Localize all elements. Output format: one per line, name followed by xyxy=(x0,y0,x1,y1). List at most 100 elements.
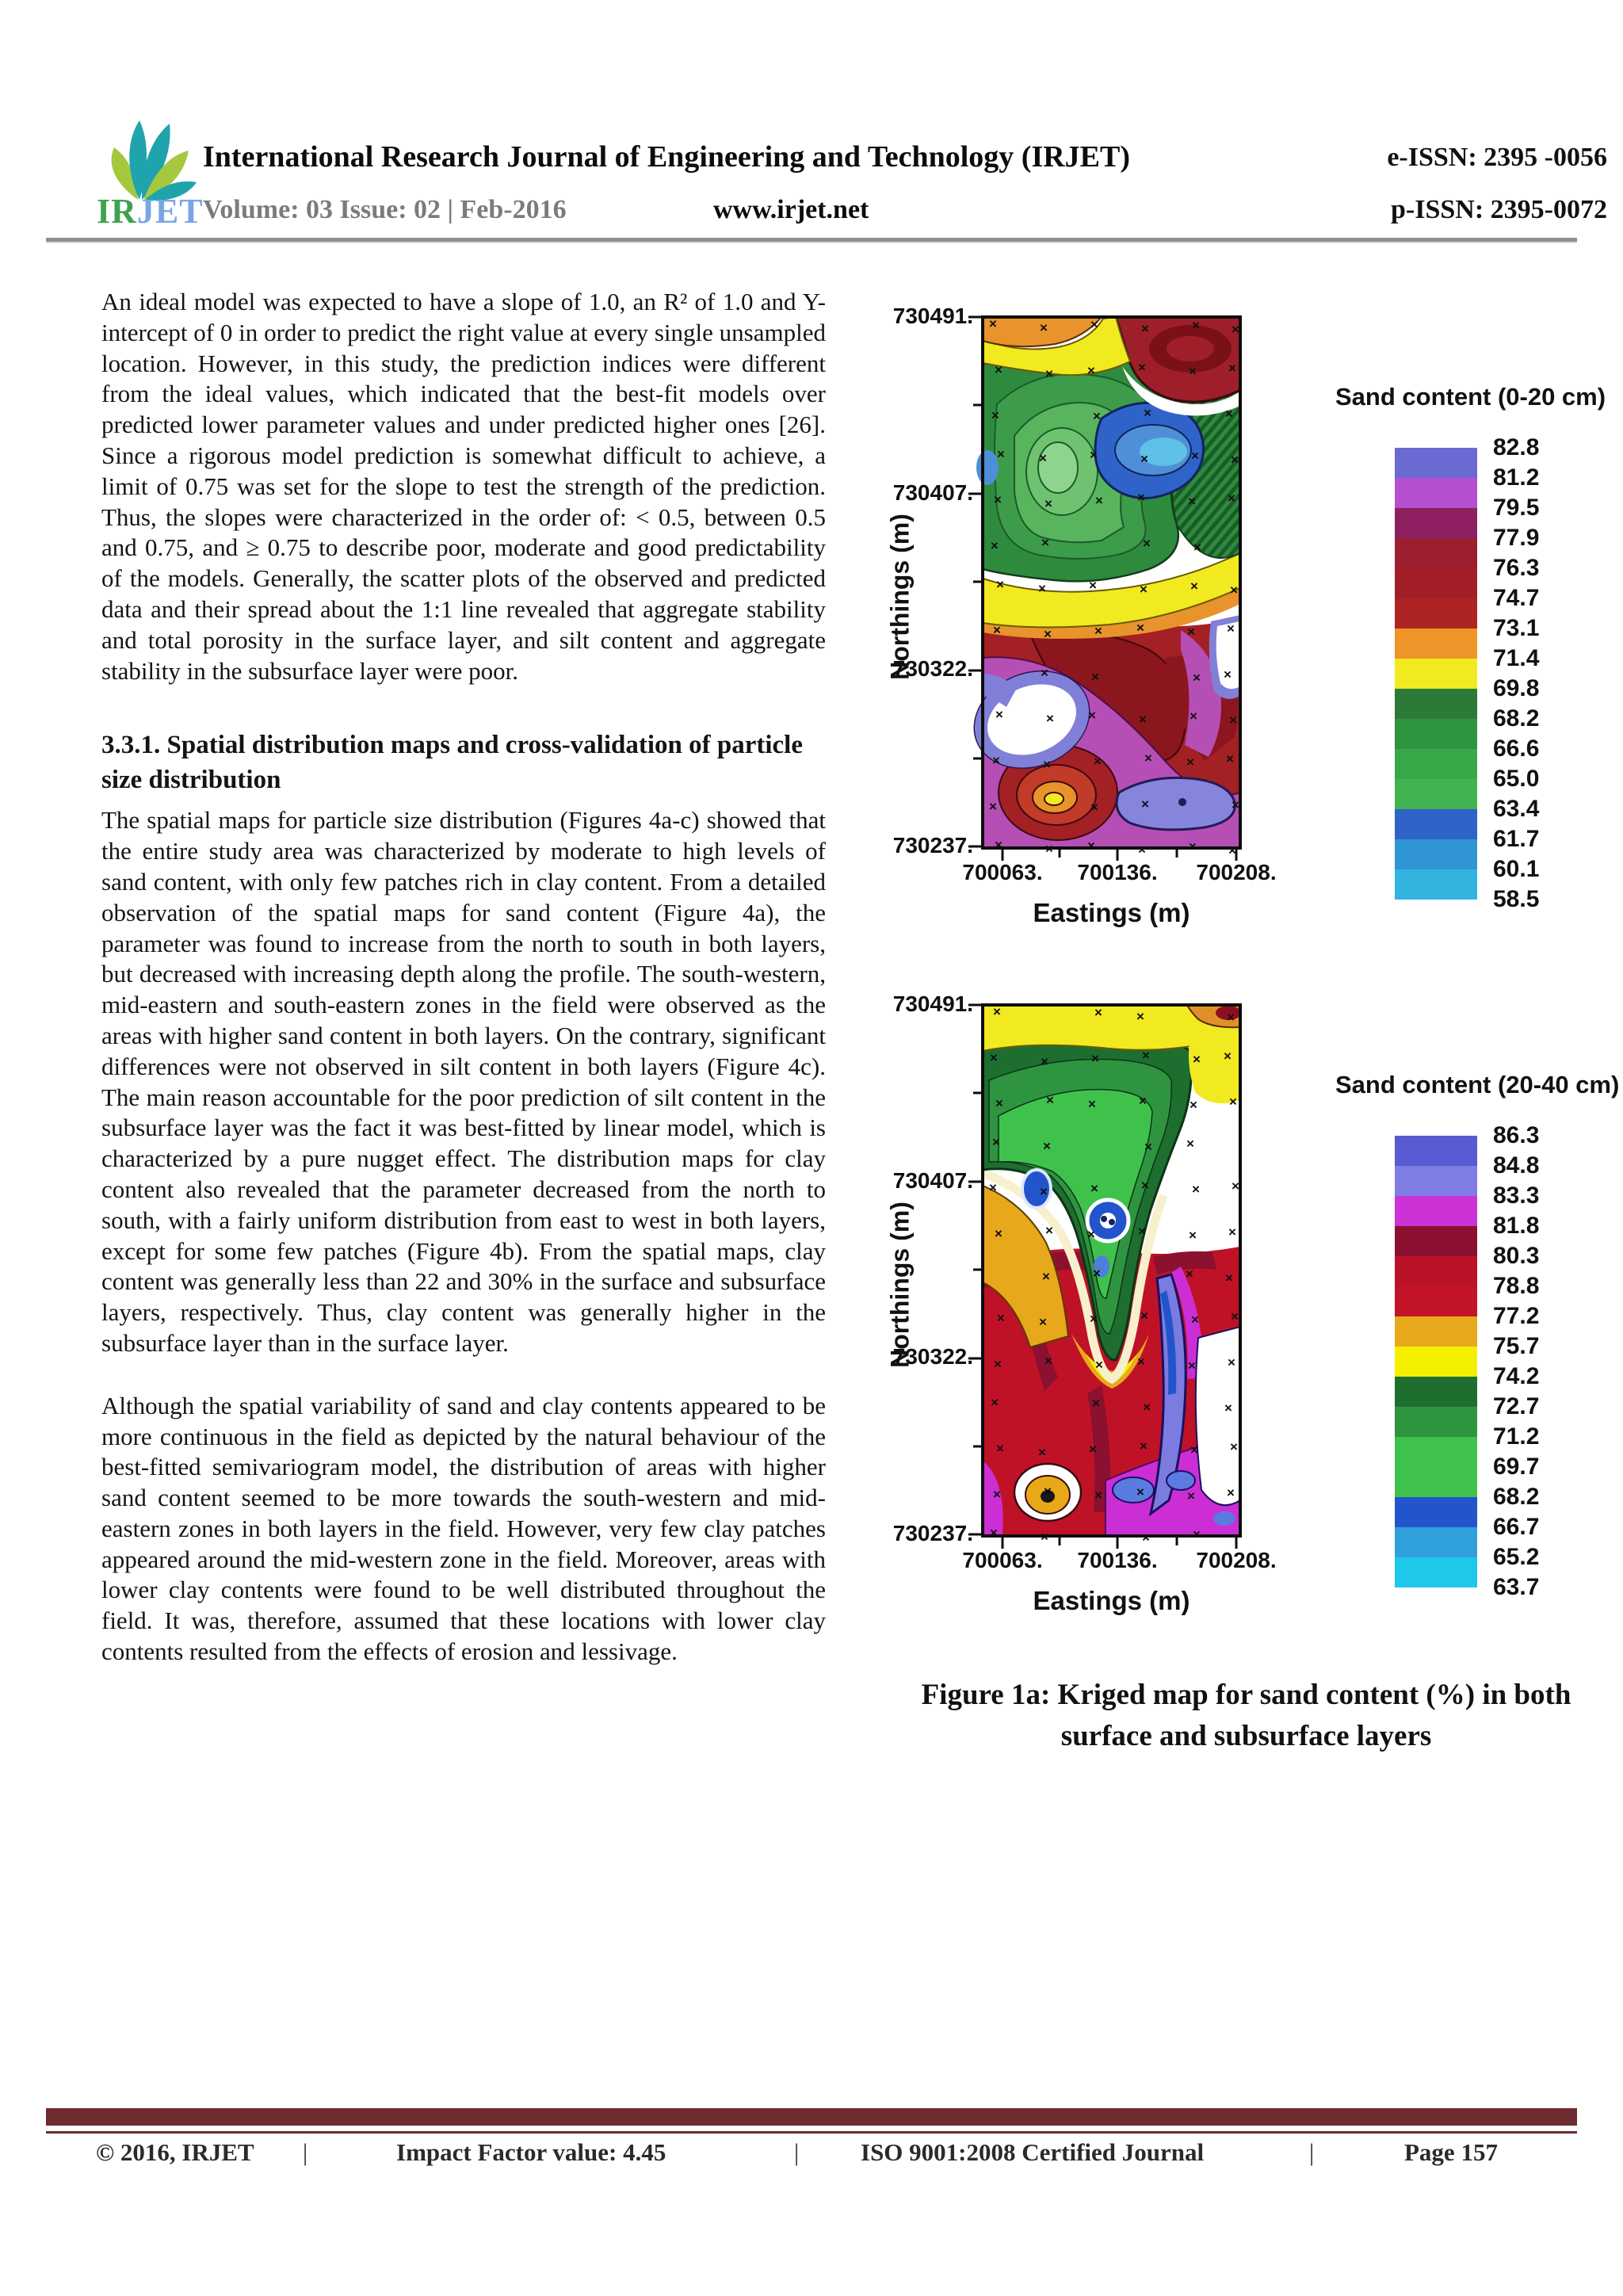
colorbar-value: 81.2 xyxy=(1493,464,1540,491)
y-tick-label: 730322. xyxy=(892,656,973,682)
svg-text:×: × xyxy=(1043,757,1051,772)
colorbar-band xyxy=(1395,508,1477,538)
paragraph-spatial-maps: The spatial maps for particle size distr… xyxy=(101,806,826,1357)
svg-text:×: × xyxy=(1039,450,1047,465)
svg-text:×: × xyxy=(1090,1181,1098,1196)
colorbar-band xyxy=(1395,1316,1477,1347)
colorbar-value: 63.4 xyxy=(1493,796,1540,822)
colorbar-band xyxy=(1395,1196,1477,1226)
colorbar-value: 76.3 xyxy=(1493,555,1540,581)
svg-text:×: × xyxy=(991,538,999,553)
svg-text:×: × xyxy=(1089,1442,1097,1457)
footer-separator: | xyxy=(303,2138,308,2166)
x-axis-label: Eastings (m) xyxy=(1033,1586,1190,1615)
y-tick-label: 730237. xyxy=(892,1521,973,1546)
colorbar-band xyxy=(1395,1437,1477,1467)
colorbar-value: 58.5 xyxy=(1493,886,1540,912)
y-axis-ticks: 730491. 730407. 730322. 730237. xyxy=(872,991,976,1560)
svg-text:×: × xyxy=(1140,451,1148,466)
svg-text:×: × xyxy=(1089,578,1097,593)
svg-text:×: × xyxy=(989,1180,997,1195)
svg-text:×: × xyxy=(1088,708,1096,723)
svg-text:×: × xyxy=(1087,839,1095,854)
colorbar-band xyxy=(1395,538,1477,568)
colorbar-value: 69.8 xyxy=(1493,675,1540,701)
svg-text:×: × xyxy=(1143,536,1151,551)
svg-text:×: × xyxy=(1141,797,1149,812)
logo-jet: JET xyxy=(136,192,204,231)
svg-text:×: × xyxy=(989,799,997,814)
footer-separator: | xyxy=(1309,2138,1315,2166)
svg-text:×: × xyxy=(1138,842,1146,858)
svg-text:×: × xyxy=(1090,800,1098,815)
colorbar-value: 65.0 xyxy=(1493,766,1540,792)
svg-text:×: × xyxy=(1191,448,1199,463)
footer-copyright: © 2016, IRJET xyxy=(96,2138,254,2166)
footer-page-number: Page 157 xyxy=(1404,2138,1498,2166)
colorbar-band xyxy=(1395,1166,1477,1196)
svg-text:×: × xyxy=(1090,447,1098,462)
svg-text:×: × xyxy=(1139,712,1147,727)
svg-text:×: × xyxy=(993,623,1001,638)
colorbar-value: 80.3 xyxy=(1493,1243,1540,1269)
y-tick-label: 730237. xyxy=(892,833,973,858)
page-header: IRJET International Research Journal of … xyxy=(0,0,1623,246)
svg-text:×: × xyxy=(995,707,1003,722)
colorbar-band xyxy=(1395,1557,1477,1587)
colorbar-value: 84.8 xyxy=(1493,1152,1540,1179)
svg-text:×: × xyxy=(1137,1354,1145,1369)
colorbar-band xyxy=(1395,1226,1477,1256)
svg-text:×: × xyxy=(1046,1093,1054,1108)
kriged-map-surface: Northings (m) 730491. 730407. 730322. 73023… xyxy=(872,304,1621,987)
journal-website-link[interactable]: www.irjet.net xyxy=(713,195,869,224)
colorbar-band xyxy=(1395,568,1477,598)
map-plot-subsurface: × × × × × × × × × × × × × × × × × × × × × × × × × × × × × × × × × × × × × × × ×… xyxy=(967,1001,1244,1556)
svg-text:×: × xyxy=(996,577,1004,592)
colorbar-value: 69.7 xyxy=(1493,1454,1540,1480)
svg-text:×: × xyxy=(1044,627,1052,642)
axis-ticks xyxy=(968,315,1238,861)
svg-text:×: × xyxy=(1039,1315,1047,1330)
colorbar-value: 83.3 xyxy=(1493,1182,1540,1209)
svg-text:×: × xyxy=(989,316,997,331)
colorbar-band xyxy=(1395,869,1477,900)
colorbar-value: 60.1 xyxy=(1493,856,1540,882)
svg-text:×: × xyxy=(1229,1095,1237,1110)
svg-text:×: × xyxy=(1138,360,1146,375)
footer-iso: ISO 9001:2008 Certified Journal xyxy=(861,2138,1205,2166)
svg-text:×: × xyxy=(1038,581,1046,596)
map-plot-surface: × × × × × × × × × × × × × × × × × × × × × × × × × × × × × × × × × × × × × × × ×… xyxy=(967,313,1244,868)
x-tick-label: 700063. xyxy=(962,860,1043,884)
colorbar-band xyxy=(1395,628,1477,659)
svg-text:×: × xyxy=(1192,1182,1200,1197)
svg-text:×: × xyxy=(1191,1312,1199,1328)
colorbar-band xyxy=(1395,1407,1477,1437)
colorbar-value: 74.7 xyxy=(1493,585,1540,611)
svg-text:×: × xyxy=(996,1441,1004,1456)
svg-text:×: × xyxy=(1136,1009,1144,1024)
svg-text:×: × xyxy=(1090,1312,1098,1327)
svg-text:×: × xyxy=(1225,1270,1233,1286)
x-tick-label: 700208. xyxy=(1196,1548,1277,1572)
colorbar-value: 66.6 xyxy=(1493,735,1540,762)
svg-text:×: × xyxy=(995,1226,1002,1241)
colorbar-band xyxy=(1395,1497,1477,1527)
y-tick-label: 730407. xyxy=(892,1167,973,1193)
svg-text:×: × xyxy=(1224,667,1232,682)
svg-text:×: × xyxy=(1087,1227,1095,1242)
svg-text:×: × xyxy=(992,1134,1000,1149)
svg-text:×: × xyxy=(1088,1097,1096,1112)
figure-caption-line2: surface and subsurface layers xyxy=(1060,1720,1432,1752)
svg-text:×: × xyxy=(997,446,1005,461)
svg-text:×: × xyxy=(1193,540,1201,555)
journal-title: International Research Journal of Engine… xyxy=(203,140,1131,174)
svg-text:×: × xyxy=(1227,621,1235,636)
svg-text:×: × xyxy=(1228,1224,1236,1240)
svg-text:×: × xyxy=(1232,797,1239,812)
colorbar-value: 65.2 xyxy=(1493,1544,1540,1570)
figure-caption: Figure 1a: Kriged map for sand content (… xyxy=(872,1675,1621,1757)
svg-text:×: × xyxy=(991,1395,999,1410)
svg-text:×: × xyxy=(1038,1445,1046,1460)
colorbar-value: 81.8 xyxy=(1493,1213,1540,1239)
svg-text:×: × xyxy=(990,1526,998,1541)
